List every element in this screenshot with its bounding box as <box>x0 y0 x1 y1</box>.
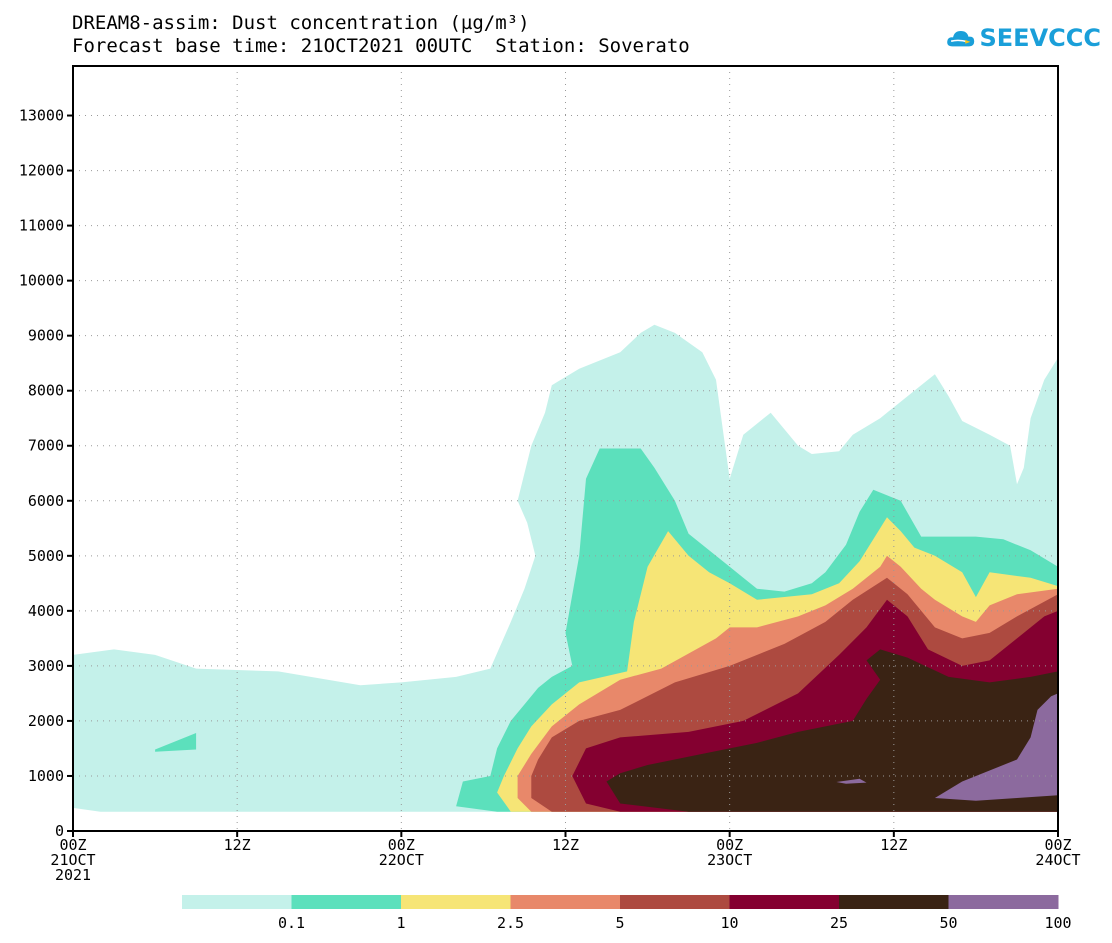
x-tick-label-5: 12Z <box>880 836 907 854</box>
y-tick-label-13: 13000 <box>19 107 64 125</box>
x-tick-label-line-2-1: 22OCT <box>379 851 424 869</box>
x-tick-label-line-4-0: 00Z <box>716 836 743 854</box>
x-tick-label-2: 00Z 22OCT <box>379 836 424 869</box>
x-tick-label-line-3-0: 12Z <box>552 836 579 854</box>
x-tick-label-0: 00Z 21OCT 2021 <box>50 836 95 884</box>
legend-swatch-3 <box>510 895 621 909</box>
legend-label-7: 100 <box>1044 914 1071 932</box>
y-tick-label-11: 11000 <box>19 217 64 235</box>
y-tick-label-12: 12000 <box>19 162 64 180</box>
y-tick-label-8: 8000 <box>28 382 64 400</box>
seevccc-logo: SEEVCCC <box>946 18 1101 58</box>
x-tick-label-line-1-0: 12Z <box>224 836 251 854</box>
legend-label-6: 50 <box>939 914 957 932</box>
chart-title: DREAM8-assim: Dust concentration (µg/m³) <box>72 12 530 34</box>
legend-label-0: 0.1 <box>278 914 305 932</box>
y-tick-label-5: 5000 <box>28 547 64 565</box>
x-tick-label-line-6-1: 24OCT <box>1035 851 1080 869</box>
y-tick-label-4: 4000 <box>28 602 64 620</box>
y-tick-label-0: 0 <box>55 822 64 840</box>
y-tick-label-10: 10000 <box>19 272 64 290</box>
y-tick-label-2: 2000 <box>28 712 64 730</box>
cloud-icon <box>947 30 975 47</box>
logo-text: SEEVCCC <box>979 24 1102 52</box>
chart-subtitle: Forecast base time: 21OCT2021 00UTC Stat… <box>72 35 690 57</box>
y-tick-label-6: 6000 <box>28 492 64 510</box>
contour-fills <box>73 324 1059 812</box>
contour-region-100-1 <box>836 778 867 784</box>
y-tick-label-9: 9000 <box>28 327 64 345</box>
y-tick-label-3: 3000 <box>28 657 64 675</box>
x-tick-label-1: 12Z <box>224 836 251 854</box>
x-tick-label-6: 00Z 24OCT <box>1035 836 1080 869</box>
x-tick-label-line-0-0: 00Z <box>59 836 86 854</box>
legend-swatch-7 <box>948 895 1059 909</box>
contour-region-100-0 <box>934 693 1058 801</box>
legend-label-4: 10 <box>720 914 738 932</box>
legend-swatch-6 <box>839 895 949 909</box>
x-tick-label-line-6-0: 00Z <box>1044 836 1071 854</box>
contour-region-50-0 <box>606 649 1058 812</box>
x-tick-label-4: 00Z 23OCT <box>707 836 752 869</box>
legend-swatch-1 <box>291 895 402 909</box>
x-tick-label-line-0-2: 2021 <box>55 866 91 884</box>
legend-label-1: 1 <box>396 914 405 932</box>
y-axis: 0 1000 2000 3000 4000 5000 6000 7000 8000 9000 100… <box>19 107 73 840</box>
legend-swatch-2 <box>401 895 511 909</box>
gridlines <box>73 66 1058 831</box>
legend-label-2: 2.5 <box>497 914 524 932</box>
legend-swatch-4 <box>620 895 730 909</box>
legend-label-3: 5 <box>615 914 624 932</box>
y-tick-label-1: 1000 <box>28 767 64 785</box>
legend-label-5: 25 <box>830 914 848 932</box>
x-tick-label-line-5-0: 12Z <box>880 836 907 854</box>
x-tick-label-line-4-1: 23OCT <box>707 851 752 869</box>
y-tick-label-7: 7000 <box>28 437 64 455</box>
x-tick-label-line-0-1: 21OCT <box>50 851 95 869</box>
contour-region-1-1 <box>155 733 197 752</box>
legend-swatch-0 <box>182 895 292 909</box>
x-tick-label-3: 12Z <box>552 836 579 854</box>
colorbar-legend: 0.1 1 2.5 5 10 25 50 100 <box>182 895 1072 932</box>
x-tick-label-line-2-0: 00Z <box>388 836 415 854</box>
legend-swatch-5 <box>729 895 840 909</box>
